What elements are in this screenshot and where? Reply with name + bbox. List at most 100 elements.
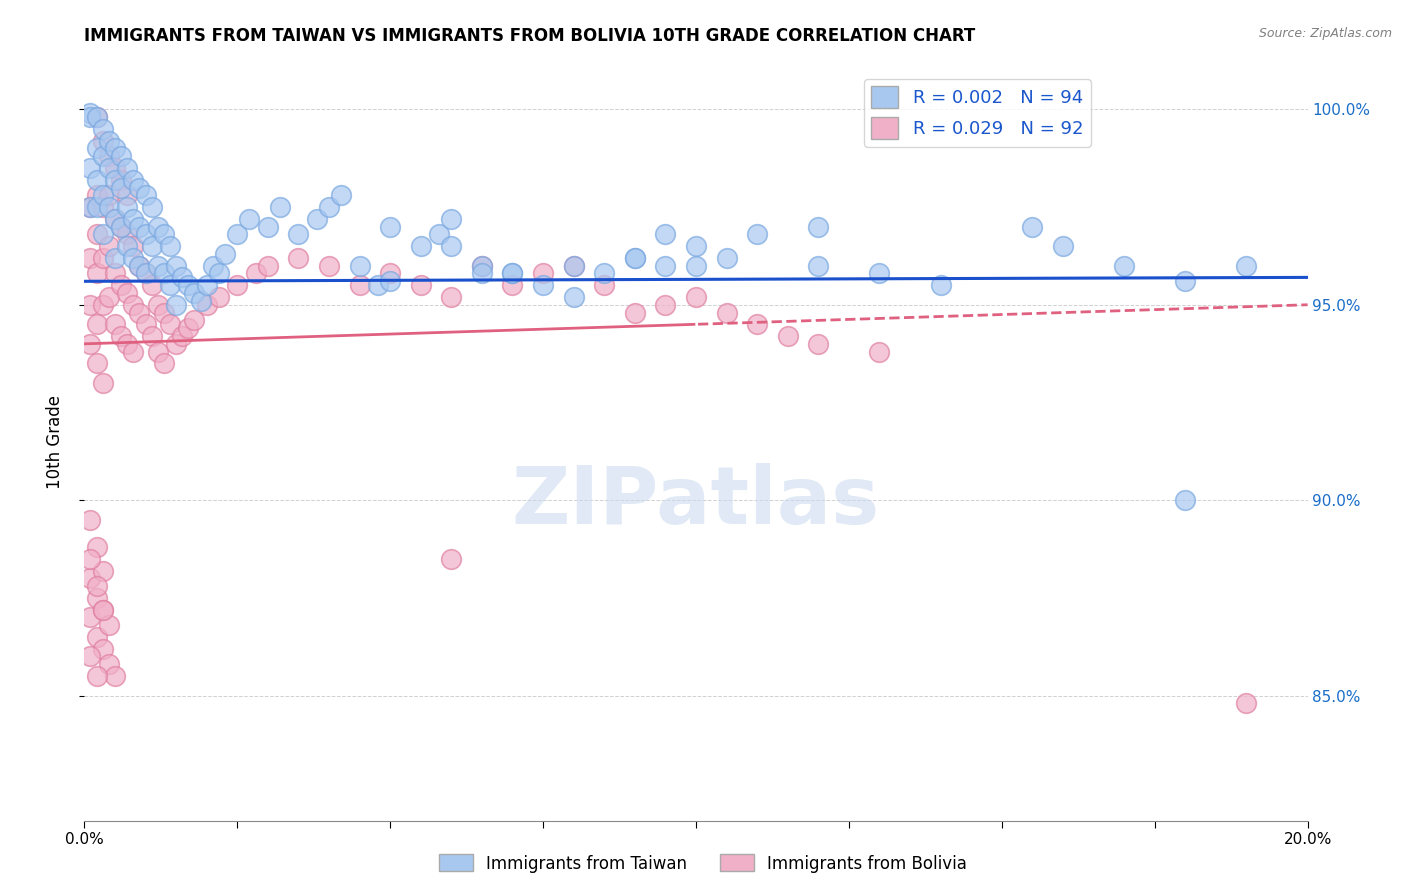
Point [97, 290, 120, 304]
Point [869, 267, 891, 281]
Point [153, 227, 176, 242]
Point [776, 329, 799, 343]
Point [172, 329, 194, 343]
Point [110, 329, 132, 343]
Point [91, 149, 114, 163]
Point [86, 356, 108, 370]
Point [79, 336, 101, 351]
Point [110, 278, 132, 293]
Point [104, 211, 127, 226]
Point [79, 106, 101, 120]
Point [104, 141, 127, 155]
Point [97, 149, 120, 163]
Point [440, 211, 463, 226]
Point [104, 669, 127, 683]
Point [208, 290, 231, 304]
Point [115, 200, 138, 214]
Point [257, 259, 280, 273]
Point [159, 239, 181, 253]
Point [86, 630, 108, 644]
Point [183, 286, 205, 301]
Point [502, 267, 524, 281]
Point [146, 259, 169, 273]
Point [624, 251, 647, 265]
Point [177, 278, 200, 293]
Point [97, 618, 120, 632]
Point [104, 211, 127, 226]
Point [349, 278, 371, 293]
Point [624, 305, 647, 319]
Point [86, 110, 108, 124]
Point [201, 259, 224, 273]
Point [91, 134, 114, 148]
Point [593, 278, 616, 293]
Legend: Immigrants from Taiwan, Immigrants from Bolivia: Immigrants from Taiwan, Immigrants from … [433, 847, 973, 880]
Point [159, 318, 181, 332]
Point [165, 336, 187, 351]
Point [208, 267, 231, 281]
Point [349, 259, 371, 273]
Point [1174, 493, 1197, 508]
Point [110, 180, 132, 194]
Point [929, 278, 952, 293]
Point [86, 267, 108, 281]
Point [471, 259, 494, 273]
Point [330, 188, 353, 202]
Point [104, 172, 127, 186]
Point [747, 227, 769, 242]
Point [104, 318, 127, 332]
Point [91, 251, 114, 265]
Point [214, 247, 236, 261]
Point [115, 239, 138, 253]
Point [409, 278, 432, 293]
Point [135, 318, 157, 332]
Point [531, 278, 554, 293]
Point [97, 161, 120, 175]
Point [141, 278, 163, 293]
Point [122, 344, 145, 359]
Point [79, 610, 101, 624]
Point [305, 211, 328, 226]
Point [91, 188, 114, 202]
Point [86, 227, 108, 242]
Point [91, 200, 114, 214]
Point [104, 251, 127, 265]
Point [177, 321, 200, 335]
Legend: R = 0.002   N = 94, R = 0.029   N = 92: R = 0.002 N = 94, R = 0.029 N = 92 [865, 79, 1091, 146]
Point [593, 267, 616, 281]
Point [1236, 259, 1258, 273]
Point [110, 219, 132, 234]
Point [153, 267, 176, 281]
Point [531, 267, 554, 281]
Point [110, 219, 132, 234]
Point [226, 227, 249, 242]
Point [79, 513, 101, 527]
Point [141, 239, 163, 253]
Point [159, 278, 181, 293]
Point [195, 298, 218, 312]
Point [287, 251, 309, 265]
Point [86, 110, 108, 124]
Point [380, 267, 402, 281]
Point [110, 149, 132, 163]
Point [115, 286, 138, 301]
Point [86, 141, 108, 155]
Point [1114, 259, 1136, 273]
Point [97, 134, 120, 148]
Point [115, 161, 138, 175]
Point [135, 267, 157, 281]
Point [91, 602, 114, 616]
Point [716, 251, 738, 265]
Point [562, 259, 585, 273]
Point [141, 329, 163, 343]
Point [115, 188, 138, 202]
Point [440, 551, 463, 566]
Point [318, 259, 340, 273]
Point [367, 278, 389, 293]
Point [195, 278, 218, 293]
Point [115, 227, 138, 242]
Point [122, 211, 145, 226]
Point [97, 657, 120, 672]
Point [146, 344, 169, 359]
Point [440, 290, 463, 304]
